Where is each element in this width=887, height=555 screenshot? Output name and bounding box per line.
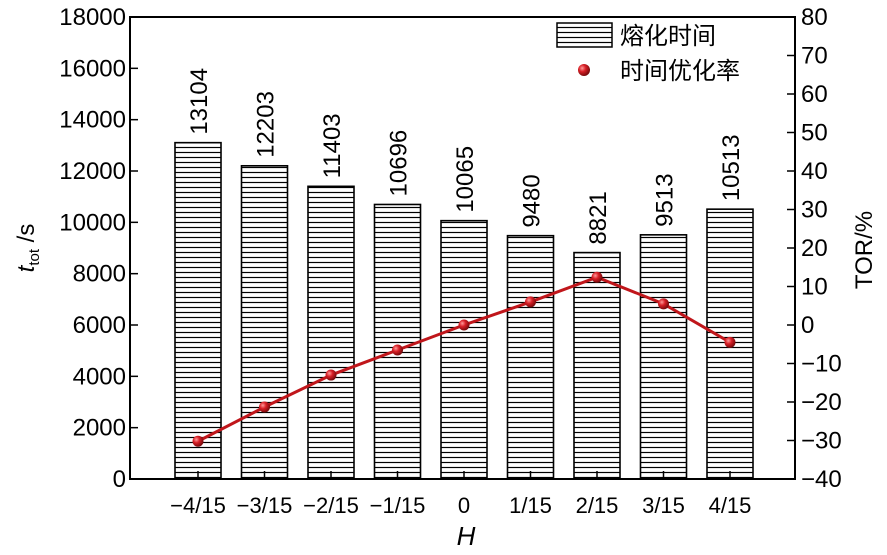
y-tick-label: 16000 <box>59 55 126 82</box>
bar-value-label: 10513 <box>718 134 745 201</box>
x-tick-label: 1/15 <box>509 493 552 518</box>
x-axis-label: H <box>457 521 476 551</box>
y-tick-label: 4000 <box>73 363 126 390</box>
tor-point <box>591 271 603 283</box>
tor-point <box>392 344 403 356</box>
tor-point <box>724 336 736 348</box>
y-tick-label: 6000 <box>73 312 126 339</box>
x-tick-label: −1/15 <box>370 493 426 518</box>
y-tick-label: 12000 <box>59 158 126 185</box>
bar-value-label: 11403 <box>319 113 346 178</box>
bar <box>506 234 555 480</box>
y2-tick-label: 20 <box>801 235 828 262</box>
bar <box>373 203 422 480</box>
bar-value-label: 12203 <box>253 91 280 158</box>
bar <box>307 185 355 480</box>
y-axis-label-main: t <box>13 264 40 272</box>
line-layer <box>192 271 736 447</box>
legend-bar-label: 熔化时间 <box>620 23 716 50</box>
bar-value-label: 10696 <box>386 130 413 197</box>
y2-axis-label: TOR/% <box>851 211 878 289</box>
y2-tick-label: −20 <box>801 389 842 416</box>
y-axis-label-unit: /s <box>13 224 40 249</box>
legend-line-marker <box>578 64 590 76</box>
x-tick-label: 2/15 <box>576 493 619 518</box>
x-tick-label: −3/15 <box>237 493 293 518</box>
tor-point <box>658 298 669 310</box>
y-tick-label: 8000 <box>73 261 126 288</box>
y2-tick-label: 60 <box>801 81 828 108</box>
y-tick-label: 10000 <box>59 209 126 236</box>
y-axis-label: ttot /s <box>13 224 43 273</box>
y2-tick-label: 30 <box>801 197 828 224</box>
tor-point <box>525 296 536 308</box>
y-axis-label-sub: tot <box>26 248 43 266</box>
tor-point <box>259 401 270 413</box>
bar <box>174 141 222 480</box>
y-tick-label: 18000 <box>59 4 126 31</box>
tor-point <box>192 435 204 447</box>
tor-point <box>458 319 470 331</box>
y2-tick-label: 10 <box>801 274 828 301</box>
y2-tick-label: 0 <box>801 312 814 339</box>
y2-tick-label: −40 <box>801 466 842 493</box>
x-tick-label: −4/15 <box>170 493 226 518</box>
y2-tick-label: 40 <box>801 158 828 185</box>
y2-tick-label: −10 <box>801 351 842 378</box>
axes-layer: 0200040006000800010000120001400016000180… <box>59 4 841 518</box>
bar <box>240 164 289 480</box>
legend-bar-swatch <box>556 22 613 48</box>
legend: 熔化时间 时间优化率 <box>556 22 740 85</box>
y2-tick-label: 80 <box>801 4 828 31</box>
x-tick-label: −2/15 <box>303 493 359 518</box>
tor-point <box>325 369 337 381</box>
bar <box>440 219 488 480</box>
y2-tick-label: −30 <box>801 428 842 455</box>
y2-tick-label: 70 <box>801 43 828 70</box>
bar-value-label: 9480 <box>519 174 546 227</box>
bar-value-label: 10065 <box>452 146 479 213</box>
bar-value-label: 9513 <box>652 173 679 226</box>
bar-value-label: 8821 <box>585 191 612 244</box>
y-tick-label: 14000 <box>59 107 126 134</box>
x-tick-label: 3/15 <box>642 493 685 518</box>
x-tick-label: 4/15 <box>709 493 752 518</box>
y2-tick-label: 50 <box>801 120 828 147</box>
legend-line-label: 时间优化率 <box>620 58 740 85</box>
bar-value-label: 13104 <box>186 68 213 135</box>
bar <box>573 251 621 480</box>
y-tick-label: 0 <box>113 466 126 493</box>
bar <box>639 234 688 480</box>
bars-layer: 13104 12203 11403 10696 10065 9480 8821 9513 105… <box>174 68 754 480</box>
y-tick-label: 2000 <box>73 415 126 442</box>
x-tick-label: 0 <box>458 493 470 518</box>
